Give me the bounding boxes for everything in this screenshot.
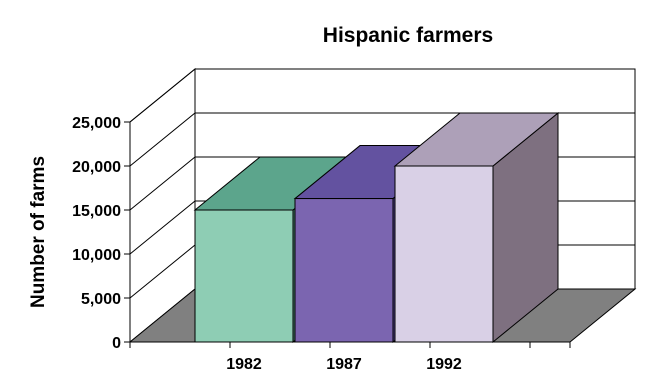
chart-title: Hispanic farmers	[323, 24, 493, 47]
x-axis-ticks: 1982 1987 1992	[129, 341, 571, 373]
gridline	[129, 68, 635, 123]
y-tick-label: 10,000	[72, 247, 121, 264]
y-tick-label: 15,000	[72, 203, 121, 220]
y-tick-label: 5,000	[81, 291, 121, 308]
bar-front	[194, 209, 294, 343]
y-tick-label: 25,000	[72, 115, 121, 132]
y-axis-ticks: 0 5,000 10,000 15,000 20,000 25,000	[72, 115, 131, 352]
y-axis-title: Number of farms	[28, 156, 49, 308]
x-tick-label: 1982	[226, 356, 262, 373]
x-tick-label: 1987	[326, 356, 362, 373]
bars	[193, 111, 560, 344]
y-tick-label: 20,000	[72, 159, 121, 176]
bar-front	[394, 165, 494, 343]
bar-front	[294, 198, 394, 343]
x-tick-label: 1992	[426, 356, 462, 373]
bar	[393, 111, 560, 344]
y-tick-label: 0	[112, 335, 121, 352]
